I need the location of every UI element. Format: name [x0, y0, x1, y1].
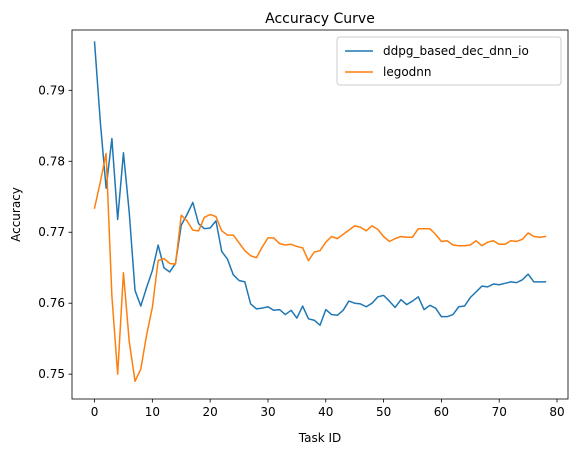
x-tick-label: 20	[203, 405, 218, 419]
y-tick-label: 0.76	[38, 296, 65, 310]
x-tick-label: 40	[318, 405, 333, 419]
x-tick-label: 30	[260, 405, 275, 419]
x-tick-label: 70	[492, 405, 507, 419]
y-tick-label: 0.75	[38, 367, 65, 381]
x-tick-label: 50	[376, 405, 391, 419]
x-tick-label: 0	[91, 405, 99, 419]
plot-lines	[93, 41, 547, 383]
series-line-0	[93, 41, 547, 326]
x-tick-label: 80	[549, 405, 564, 419]
y-tick-label: 0.78	[38, 154, 65, 168]
x-tick-label: 60	[434, 405, 449, 419]
legend: ddpg_based_dec_dnn_io legodnn	[336, 36, 562, 86]
legend-box	[336, 36, 562, 86]
x-axis-label: Task ID	[298, 431, 342, 445]
x-tick-label: 10	[145, 405, 160, 419]
y-tick-label: 0.79	[38, 83, 65, 97]
legend-label-ddpg: ddpg_based_dec_dnn_io	[383, 44, 529, 58]
chart-title: Accuracy Curve	[265, 11, 375, 27]
legend-label-legodnn: legodnn	[383, 65, 432, 79]
y-tick-label: 0.77	[38, 225, 65, 239]
y-axis-label: Accuracy	[9, 187, 23, 242]
series-line-1	[93, 152, 547, 383]
x-axis-ticks: 0 10 20 30 40 50 60 70 80	[91, 399, 565, 419]
y-axis-ticks: 0.75 0.76 0.77 0.78 0.79	[38, 83, 72, 381]
plot-frame	[71, 29, 569, 400]
